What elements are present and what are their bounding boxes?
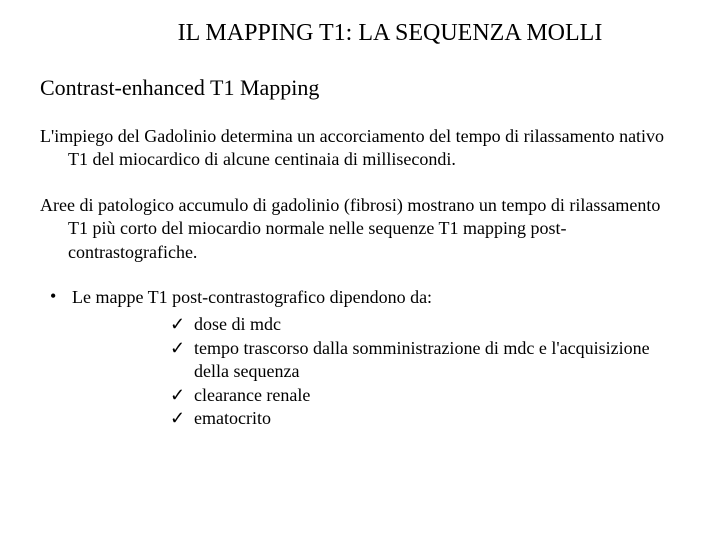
- check-text: ematocrito: [194, 407, 680, 430]
- paragraph-1: L'impiego del Gadolinio determina un acc…: [40, 125, 680, 172]
- check-icon: ✓: [170, 407, 194, 430]
- check-text: dose di mdc: [194, 313, 680, 336]
- bullet-text: Le mappe T1 post-contrastografico dipend…: [72, 286, 432, 309]
- slide-title: IL MAPPING T1: LA SEQUENZA MOLLI: [40, 20, 680, 47]
- paragraph-2: Aree di patologico accumulo di gadolinio…: [40, 194, 680, 264]
- check-item: ✓ ematocrito: [170, 407, 680, 430]
- check-icon: ✓: [170, 313, 194, 336]
- check-icon: ✓: [170, 384, 194, 407]
- check-item: ✓ dose di mdc: [170, 313, 680, 336]
- check-icon: ✓: [170, 337, 194, 360]
- check-text: clearance renale: [194, 384, 680, 407]
- slide-subtitle: Contrast-enhanced T1 Mapping: [40, 75, 680, 101]
- check-item: ✓ tempo trascorso dalla somministrazione…: [170, 337, 680, 384]
- check-item: ✓ clearance renale: [170, 384, 680, 407]
- bullet-marker: •: [50, 286, 72, 307]
- bullet-item: • Le mappe T1 post-contrastografico dipe…: [40, 286, 680, 309]
- check-list: ✓ dose di mdc ✓ tempo trascorso dalla so…: [40, 313, 680, 430]
- check-text: tempo trascorso dalla somministrazione d…: [194, 337, 680, 384]
- slide-container: IL MAPPING T1: LA SEQUENZA MOLLI Contras…: [0, 0, 720, 450]
